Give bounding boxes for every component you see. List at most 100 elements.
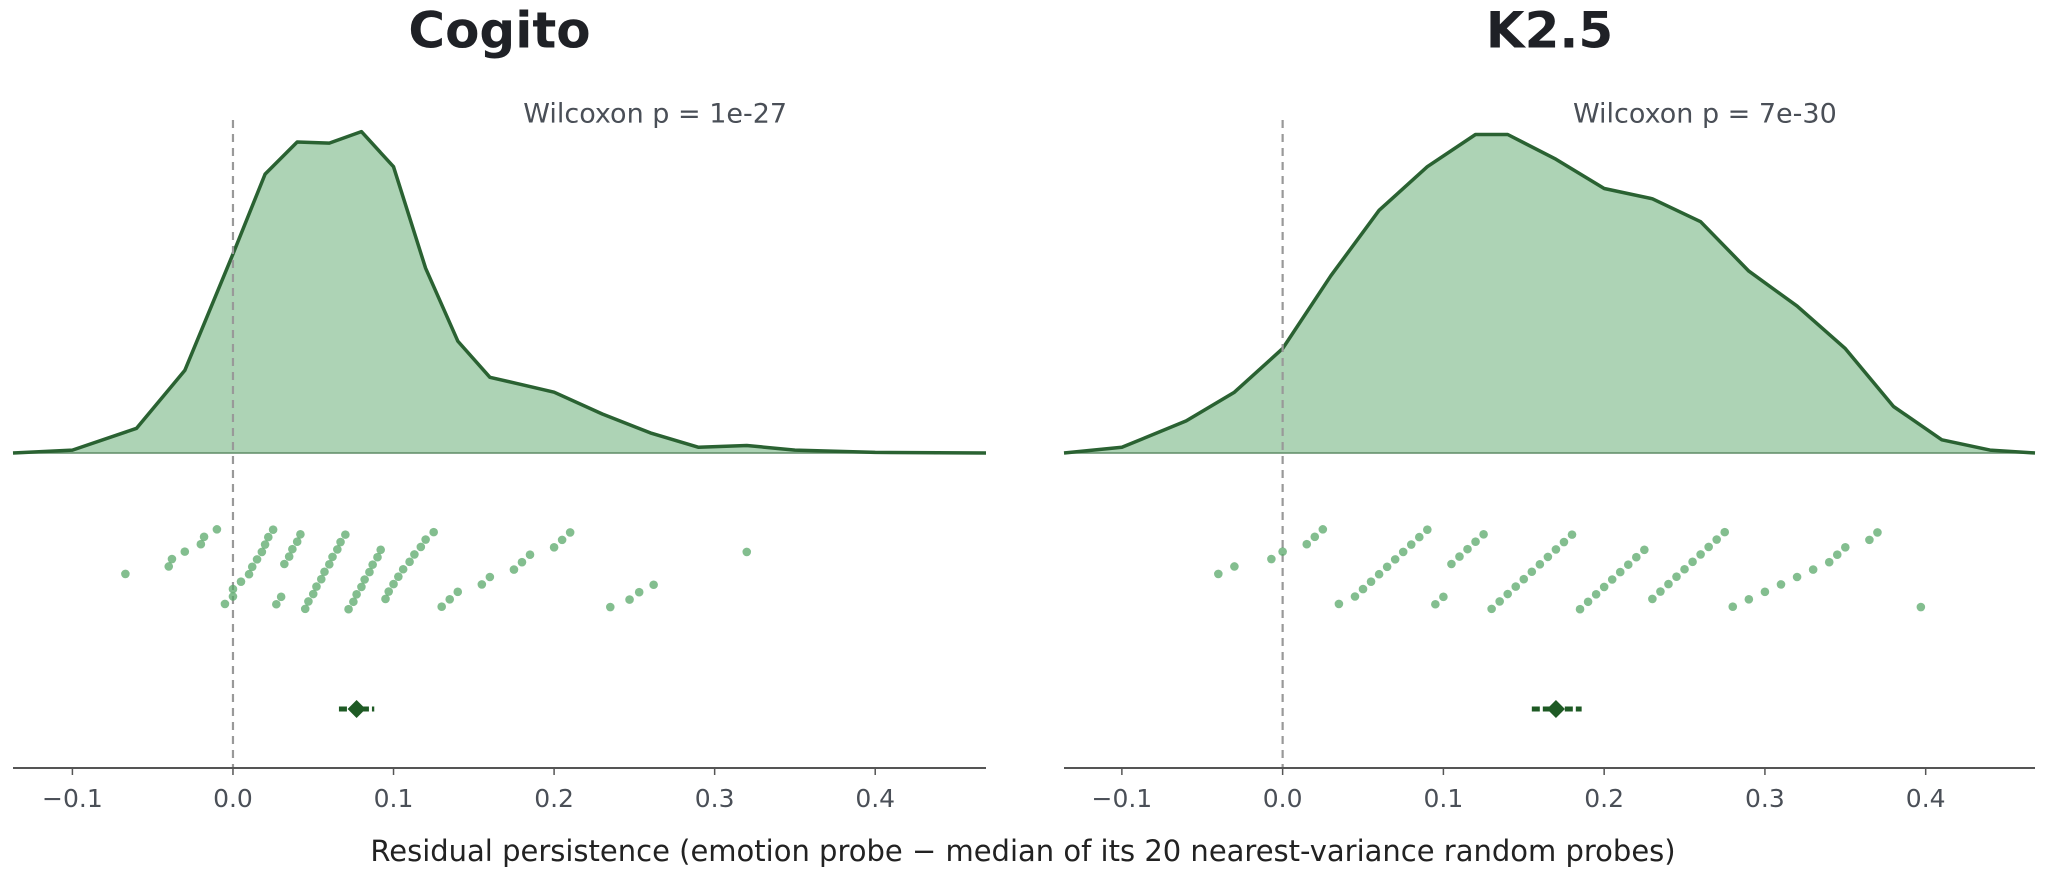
data-point [376,545,385,555]
data-point [525,550,535,560]
data-point [228,592,238,601]
data-point [1688,557,1697,567]
x-tick-label: 0.3 [1745,784,1785,813]
data-point [1824,557,1834,567]
data-point [368,560,377,569]
data-point [360,575,369,584]
data-point [308,589,318,599]
data-point [1503,589,1513,599]
density-line [12,129,987,455]
data-point [1672,572,1681,581]
data-point [1696,550,1705,559]
data-point [1431,599,1440,609]
data-point [1374,569,1384,579]
data-point [276,592,286,602]
data-point [381,594,390,604]
data-point [304,597,313,606]
data-point [268,525,278,534]
data-point [517,557,527,567]
x-tick-label: 0.4 [1906,784,1946,813]
x-tick-label: 0.1 [374,784,414,813]
data-point [325,560,334,569]
data-point [1916,602,1926,612]
data-point [228,584,238,594]
data-point [280,559,289,569]
data-point [1575,604,1585,614]
data-point [1302,539,1312,549]
annotation: Wilcoxon p = 7e-30 [1573,99,1837,130]
data-point [1648,594,1657,604]
data-point [1712,535,1721,544]
data-point [1495,597,1504,606]
data-point [557,535,567,545]
data-point [257,547,267,557]
data-point [485,572,495,582]
data-point [244,569,254,579]
data-point [292,537,302,547]
data-point [1583,597,1593,607]
data-point [1527,567,1537,577]
data-point [1479,529,1488,539]
data-point [1664,579,1673,589]
data-point [1406,540,1416,549]
data-point [1511,582,1521,591]
annotation: Wilcoxon p = 1e-27 [523,99,787,130]
data-point [199,532,209,542]
data-point [1519,574,1529,584]
data-point [196,539,206,549]
data-point [1744,594,1754,604]
data-point [1792,572,1802,582]
data-point [316,574,326,584]
data-point [1599,582,1609,592]
data-point [252,555,262,564]
data-point [1640,545,1649,555]
data-point [312,582,321,591]
data-point [1607,575,1617,584]
density-area [1064,134,2035,453]
data-point [349,597,358,607]
data-point [429,527,438,537]
data-point [1760,587,1770,597]
x-tick-label: 0.0 [213,784,253,813]
x-tick-label: 0.2 [1584,784,1624,813]
data-point [1334,599,1344,609]
data-point [649,580,658,590]
data-point [1656,587,1665,596]
data-point [384,587,394,596]
data-point [1366,577,1376,586]
data-point [1776,580,1786,589]
data-point [164,562,174,571]
data-point [1623,560,1633,569]
data-point [260,540,270,549]
data-point [1447,559,1456,569]
data-point [365,567,374,577]
data-point [1310,532,1320,542]
data-point [1278,547,1287,556]
data-point [453,587,463,597]
data-point [284,552,294,561]
mean-marker [347,700,366,718]
data-point [272,599,281,609]
x-tick-label: 0.3 [695,784,735,813]
data-point [121,569,130,579]
data-point [509,565,519,574]
x-tick-label: 0.4 [855,784,895,813]
data-point [477,580,487,589]
panel-title: Cogito [408,2,590,60]
data-point [1350,592,1360,601]
data-point [398,564,408,574]
data-point [1398,547,1408,557]
data-point [1567,530,1577,539]
data-point [1728,602,1738,611]
x-tick-label: 0.0 [1263,784,1303,813]
data-point [1559,537,1569,547]
data-point [1455,552,1464,561]
data-point [605,602,615,612]
data-point [296,529,305,539]
data-point [634,587,644,597]
data-point [328,552,337,562]
data-point [410,550,419,559]
data-point [1423,525,1432,534]
data-point [341,530,350,539]
